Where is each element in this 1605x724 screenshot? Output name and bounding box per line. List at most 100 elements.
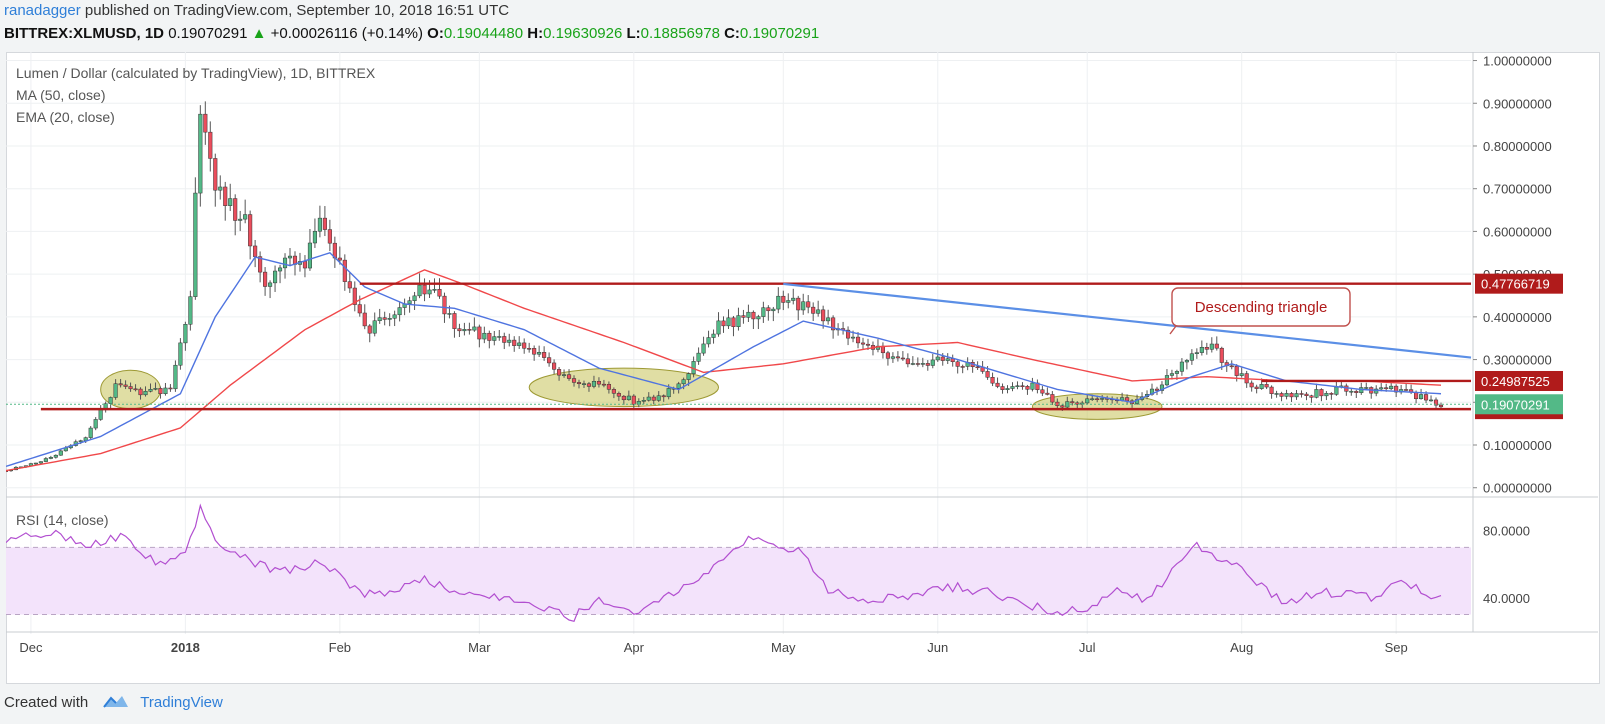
candle-body <box>163 387 168 395</box>
candle-body <box>1025 386 1030 390</box>
candle-body <box>562 374 567 376</box>
candle-body <box>1309 395 1314 398</box>
candle-body <box>307 242 312 269</box>
candle-body <box>910 363 915 365</box>
candle-body <box>1095 398 1100 401</box>
candle-body <box>98 408 103 420</box>
candle-body <box>557 369 562 376</box>
price-tick-label: 0.60000000 <box>1483 224 1552 239</box>
candle-body <box>492 336 497 341</box>
candle-body <box>900 357 905 360</box>
candle-body <box>741 315 746 318</box>
last-price-label: 0.19070291 <box>1481 397 1550 412</box>
candle-body <box>1179 361 1184 372</box>
candle-body <box>606 383 611 390</box>
candle-body <box>1438 404 1444 408</box>
candle-body <box>173 364 178 390</box>
candle-body <box>736 315 741 327</box>
close-label: C: <box>724 25 740 42</box>
candle-body <box>1060 405 1065 408</box>
candle-body <box>1239 373 1244 376</box>
candle-body <box>208 131 213 159</box>
candle-body <box>616 393 621 397</box>
candle-body <box>213 158 218 191</box>
candle-body <box>1319 389 1324 397</box>
candle-body <box>168 387 173 390</box>
rsi-band <box>6 547 1471 615</box>
candle-body <box>925 363 930 366</box>
candle-body <box>482 332 487 340</box>
candle-body <box>48 457 53 459</box>
candle-body <box>1169 373 1174 376</box>
candle-body <box>975 366 980 369</box>
highlight-ellipse <box>1031 393 1163 420</box>
candle-body <box>711 333 716 338</box>
author-link[interactable]: ranadagger <box>4 2 81 19</box>
candle-body <box>631 395 636 405</box>
price-tick-label: 0.30000000 <box>1483 353 1552 368</box>
created-with-text: Created with <box>4 694 89 711</box>
candle-body <box>397 307 402 316</box>
candle-body <box>1159 384 1165 391</box>
candle-body <box>153 388 158 390</box>
candle-body <box>372 320 377 334</box>
legend-ema: EMA (20, close) <box>16 109 115 125</box>
candle-body <box>517 342 522 346</box>
time-tick-label: Jun <box>927 640 948 655</box>
candle-body <box>706 337 711 345</box>
candle-body <box>1125 397 1130 402</box>
candle-body <box>776 295 781 310</box>
candle-body <box>860 342 866 345</box>
tradingview-link[interactable]: TradingView <box>140 694 223 711</box>
rsi-line <box>6 503 1442 622</box>
candle-body <box>656 395 661 401</box>
candle-body <box>651 396 656 401</box>
ema20-line <box>6 251 1442 468</box>
price-chart[interactable]: 0.000000000.100000000.200000000.30000000… <box>6 52 1598 682</box>
candle-body <box>945 358 950 361</box>
candle-body <box>547 357 552 364</box>
candle-body <box>33 462 38 465</box>
candle-body <box>387 318 392 320</box>
candle-body <box>287 255 293 259</box>
candle-body <box>586 383 592 387</box>
open-value: 0.19044480 <box>443 25 524 42</box>
time-tick-label: Aug <box>1230 640 1253 655</box>
candle-body <box>527 348 532 350</box>
candle-body <box>1174 371 1179 374</box>
candle-body <box>188 296 193 325</box>
candle-body <box>452 313 457 329</box>
high-value: 0.19630926 <box>543 25 623 42</box>
candle-body <box>1000 386 1005 390</box>
candle-body <box>895 356 900 359</box>
candle-body <box>771 308 776 312</box>
level-price-label: 0.24987525 <box>1481 374 1550 389</box>
candle-body <box>1424 394 1429 401</box>
candle-body <box>282 257 288 269</box>
candle-body <box>611 389 616 394</box>
candle-body <box>263 271 268 287</box>
candle-body <box>1428 399 1434 402</box>
time-tick-label: 2018 <box>171 640 200 655</box>
candle-body <box>1219 347 1224 363</box>
annotation-box <box>1171 287 1351 327</box>
candle-body <box>581 383 587 385</box>
candle-body <box>591 381 597 387</box>
candle-body <box>322 217 327 230</box>
candle-body <box>407 300 412 304</box>
low-value: 0.18856978 <box>640 25 720 42</box>
candle-body <box>1334 386 1339 395</box>
candle-body <box>885 352 890 359</box>
candle-body <box>497 336 502 338</box>
level-price-tag <box>1475 273 1563 294</box>
candle-body <box>666 388 671 398</box>
candle-body <box>228 198 233 206</box>
candle-body <box>1374 388 1379 394</box>
candle-body <box>716 320 721 335</box>
price-tick-label: 0.00000000 <box>1483 481 1552 496</box>
candle-body <box>1050 394 1055 403</box>
annotation-text: Descending triangle <box>1195 299 1328 316</box>
candle-body <box>462 329 467 332</box>
price-tick-label: 0.70000000 <box>1483 182 1552 197</box>
candle-body <box>1090 398 1095 401</box>
